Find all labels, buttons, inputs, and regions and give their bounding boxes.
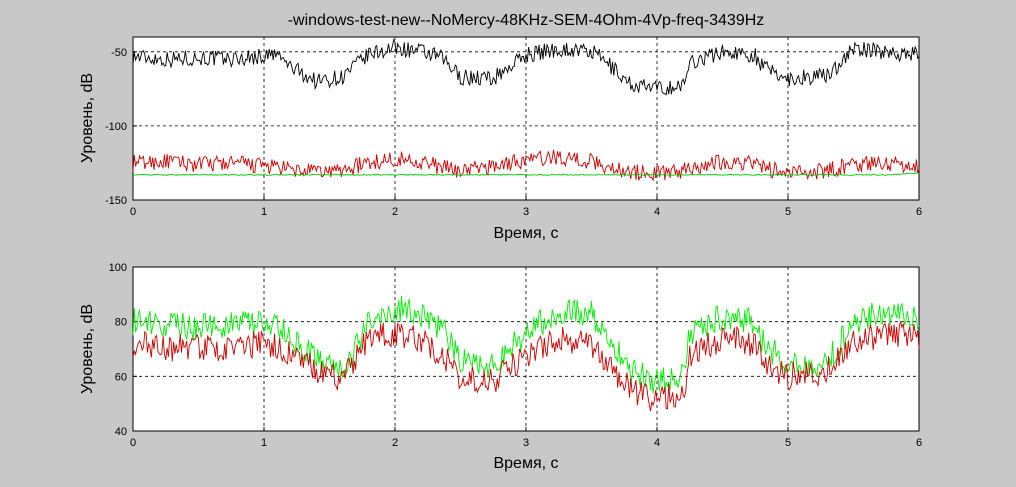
series-line-1 bbox=[132, 38, 920, 96]
y-tick-label: 40 bbox=[115, 426, 127, 438]
y-tick-label: -100 bbox=[105, 121, 127, 133]
x-tick-label: 2 bbox=[392, 206, 398, 218]
y-tick-label: 80 bbox=[115, 317, 127, 329]
y-tick-label: -150 bbox=[105, 195, 127, 207]
grid bbox=[133, 37, 919, 200]
x-tick-label: 1 bbox=[261, 437, 267, 449]
chart-title: -windows-test-new--NoMercy-48KHz-SEM-4Oh… bbox=[288, 12, 765, 29]
x-tick-label: 0 bbox=[130, 437, 136, 449]
x-axis-label: Время, с bbox=[493, 455, 558, 472]
series-group bbox=[132, 296, 920, 412]
x-tick-label: 5 bbox=[785, 206, 791, 218]
series-line-2 bbox=[132, 149, 920, 181]
plot-area bbox=[132, 266, 920, 432]
x-tick-label: 6 bbox=[916, 437, 922, 449]
series-line-1 bbox=[132, 296, 920, 394]
bottom-axes: 0 1 2 3 4 5 6 40 60 80 100 Время, с Уровень, dB bbox=[79, 262, 922, 472]
plot-area bbox=[132, 36, 920, 201]
ticks: 0 1 2 3 4 5 6 -150 -100 -50 bbox=[105, 47, 922, 218]
ticks: 0 1 2 3 4 5 6 40 60 80 100 bbox=[109, 262, 922, 449]
top-axes: 0 1 2 3 4 5 6 -150 -100 -50 Время, с Уровень, dB bbox=[79, 36, 922, 242]
y-tick-label: 60 bbox=[115, 371, 127, 383]
y-tick-label: -50 bbox=[111, 47, 127, 59]
series-line-2 bbox=[132, 320, 920, 412]
x-tick-label: 3 bbox=[523, 437, 529, 449]
x-tick-label: 1 bbox=[261, 206, 267, 218]
series-line-3 bbox=[132, 172, 920, 176]
y-tick-label: 100 bbox=[109, 262, 127, 274]
x-tick-label: 5 bbox=[785, 437, 791, 449]
y-axis-label: Уровень, dB bbox=[79, 73, 96, 163]
x-tick-label: 0 bbox=[130, 206, 136, 218]
x-axis-label: Время, с bbox=[493, 225, 558, 242]
x-tick-label: 3 bbox=[523, 206, 529, 218]
series-group bbox=[132, 38, 920, 181]
x-tick-label: 4 bbox=[654, 206, 660, 218]
grid bbox=[133, 267, 919, 431]
y-axis-label: Уровень, dB bbox=[79, 304, 96, 394]
x-tick-label: 6 bbox=[916, 206, 922, 218]
x-tick-label: 4 bbox=[654, 437, 660, 449]
x-tick-label: 2 bbox=[392, 437, 398, 449]
